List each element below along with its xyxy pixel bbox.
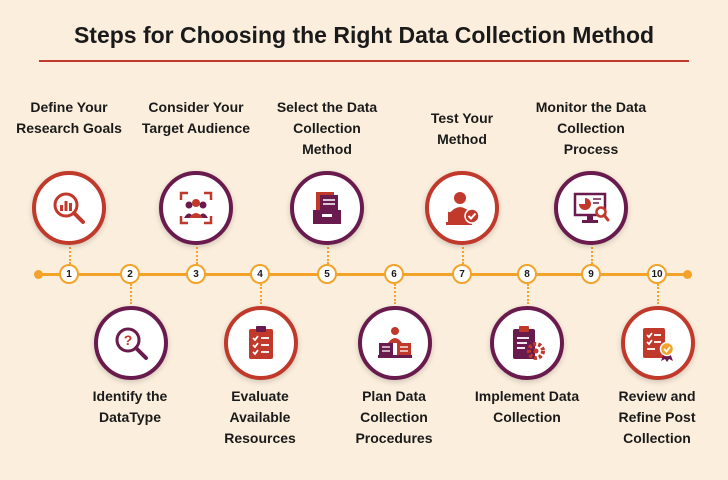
audience-target-icon <box>159 171 233 245</box>
clipboard-checklist-icon <box>224 306 298 380</box>
search-chart-icon <box>32 171 106 245</box>
step-label-8: Implement Data Collection <box>474 388 580 425</box>
step-number-10: 10 <box>647 264 667 284</box>
connector-10 <box>657 284 659 304</box>
step-number-1: 1 <box>59 264 79 284</box>
timeline-line <box>38 273 688 276</box>
step-number-9: 9 <box>581 264 601 284</box>
step-label-6: Plan Data Collection Procedures <box>355 388 433 446</box>
connector-6 <box>394 284 396 304</box>
step-number-6: 6 <box>384 264 404 284</box>
step-label-10: Review and Refine Post Collection <box>618 388 696 446</box>
connector-1 <box>69 240 71 264</box>
clipboard-gear-icon <box>490 306 564 380</box>
step-number-3: 3 <box>186 264 206 284</box>
timeline-start-dot <box>34 270 43 279</box>
step-label-1: Define Your Research Goals <box>16 99 122 136</box>
connector-7 <box>462 240 464 264</box>
connector-4 <box>260 284 262 304</box>
file-drawer-icon <box>290 171 364 245</box>
step-label-2: Identify the DataType <box>92 388 168 425</box>
user-laptop-check-icon <box>425 171 499 245</box>
connector-2 <box>130 284 132 304</box>
step-label-3: Consider Your Target Audience <box>141 99 251 136</box>
step-label-9: Monitor the Data Collection Process <box>535 99 647 157</box>
connector-9 <box>591 240 593 264</box>
timeline-end-dot <box>683 270 692 279</box>
monitor-chart-icon <box>554 171 628 245</box>
title-underline <box>39 60 689 62</box>
step-number-7: 7 <box>452 264 472 284</box>
svg-text:?: ? <box>124 332 133 348</box>
step-label-7: Test Your Method <box>430 110 494 147</box>
connector-8 <box>527 284 529 304</box>
step-number-8: 8 <box>517 264 537 284</box>
page-title: Steps for Choosing the Right Data Collec… <box>73 22 655 48</box>
question-magnifier-icon: ? <box>94 306 168 380</box>
step-number-5: 5 <box>317 264 337 284</box>
step-number-4: 4 <box>250 264 270 284</box>
step-label-4: Evaluate Available Resources <box>224 388 296 446</box>
step-label-5: Select the Data Collection Method <box>276 99 378 157</box>
connector-3 <box>196 240 198 264</box>
step-number-2: 2 <box>120 264 140 284</box>
checklist-badge-icon <box>621 306 695 380</box>
planning-person-icon <box>358 306 432 380</box>
connector-5 <box>327 240 329 264</box>
